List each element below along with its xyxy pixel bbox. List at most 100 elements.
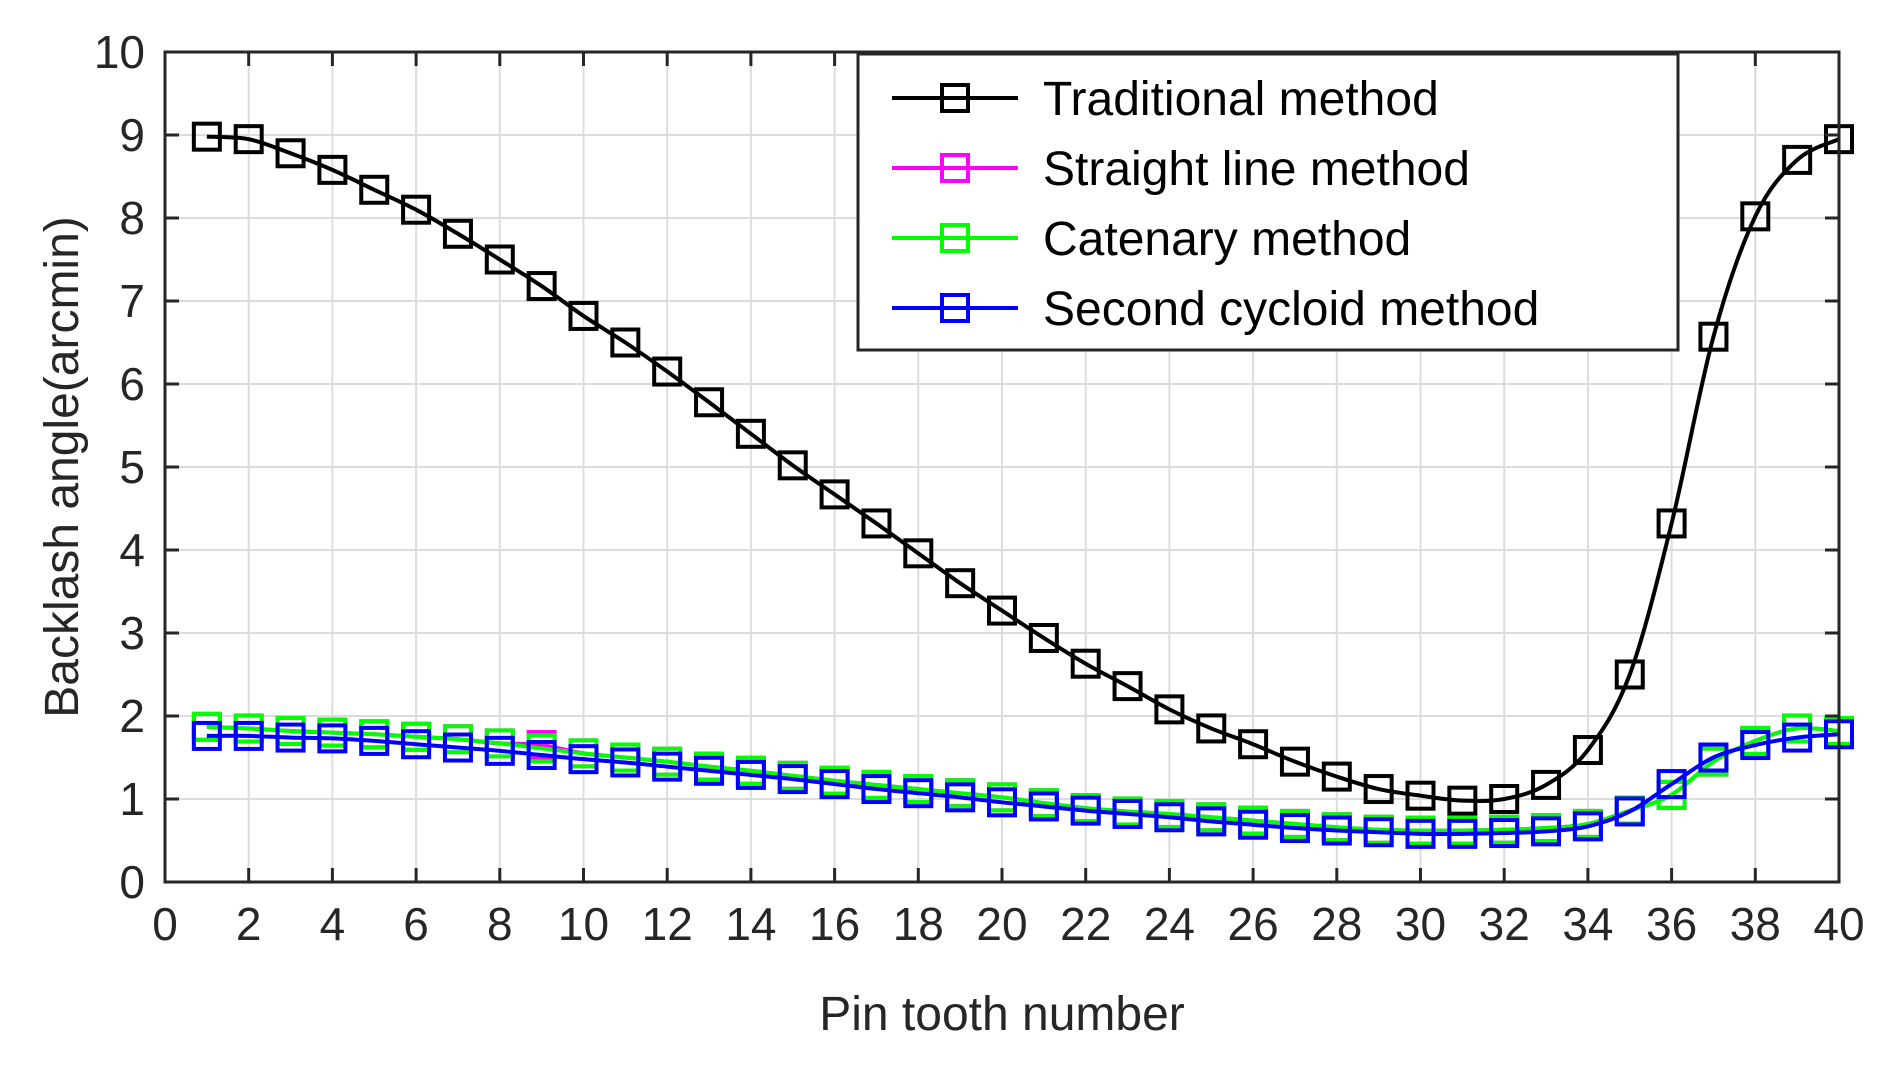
- data-point-marker: [191, 720, 222, 751]
- legend-marker-swatch: [940, 223, 970, 253]
- data-point-marker: [861, 508, 892, 539]
- data-point-marker: [694, 755, 725, 786]
- data-point-marker: [484, 735, 515, 766]
- legend-label: Catenary method: [1043, 213, 1411, 266]
- data-point-marker: [1238, 729, 1269, 760]
- data-point-marker: [275, 722, 306, 753]
- legend-label: Traditional method: [1043, 73, 1439, 126]
- legend-marker-swatch: [940, 83, 970, 113]
- y-tick-label: 0: [119, 856, 145, 908]
- data-point-marker: [1572, 735, 1603, 766]
- data-point-marker: [1363, 774, 1394, 805]
- x-tick-label: 6: [403, 898, 429, 950]
- data-point-marker: [1531, 769, 1562, 800]
- x-axis-title: Pin tooth number: [819, 988, 1185, 1041]
- data-point-marker: [1112, 671, 1143, 702]
- data-point-marker: [317, 154, 348, 185]
- data-point-marker: [191, 121, 222, 152]
- y-tick-label: 10: [94, 26, 145, 78]
- x-tick-label: 36: [1646, 898, 1697, 950]
- data-point-marker: [1279, 813, 1310, 844]
- x-tick-label: 18: [893, 898, 944, 950]
- data-point-marker: [1070, 795, 1101, 826]
- data-point-marker: [1363, 817, 1394, 848]
- data-point-marker: [777, 450, 808, 481]
- data-point-marker: [777, 764, 808, 795]
- data-point-marker: [1656, 769, 1687, 800]
- data-point-marker: [568, 744, 599, 775]
- data-point-marker: [1238, 809, 1269, 840]
- series-traditional-method: [191, 121, 1854, 816]
- data-point-marker: [987, 595, 1017, 626]
- data-point-marker: [1196, 806, 1227, 837]
- legend-label: Straight line method: [1043, 143, 1470, 196]
- x-tick-label: 14: [725, 898, 776, 950]
- x-tick-label: 22: [1060, 898, 1111, 950]
- y-tick-label: 3: [119, 607, 145, 659]
- data-point-marker: [1405, 818, 1436, 849]
- data-point-marker: [1740, 730, 1771, 761]
- series-layer: [191, 121, 1854, 849]
- data-point-marker: [275, 138, 306, 169]
- y-tick-label: 8: [119, 192, 145, 244]
- data-point-marker: [233, 124, 264, 155]
- data-point-marker: [442, 732, 473, 763]
- x-tick-label: 16: [809, 898, 860, 950]
- data-point-marker: [442, 218, 473, 249]
- data-point-marker: [945, 568, 976, 599]
- data-point-marker: [694, 387, 725, 418]
- data-point-marker: [401, 194, 432, 225]
- x-tick-label: 10: [558, 898, 609, 950]
- data-point-marker: [903, 778, 934, 809]
- data-point-marker: [1782, 722, 1813, 753]
- y-tick-label: 1: [119, 773, 145, 825]
- x-tick-label: 26: [1228, 898, 1279, 950]
- data-point-marker: [1698, 742, 1729, 773]
- data-point-marker: [1028, 622, 1059, 653]
- data-point-marker: [359, 174, 390, 205]
- data-point-marker: [526, 740, 557, 771]
- legend-label: Second cycloid method: [1043, 283, 1539, 336]
- legend-item: Catenary method: [892, 213, 1411, 266]
- data-point-marker: [1572, 811, 1603, 842]
- data-point-marker: [1447, 785, 1478, 816]
- data-point-marker: [819, 479, 850, 510]
- data-point-marker: [735, 759, 766, 790]
- data-point-marker: [526, 271, 557, 302]
- data-point-marker: [1321, 815, 1352, 846]
- x-tick-labels: 0 2 4 6 8 10 12 14 16 18 20 22 24 26 28 30 32 34 36 38 40: [152, 898, 1864, 950]
- data-point-marker: [610, 327, 641, 358]
- data-point-marker: [1196, 713, 1227, 744]
- data-point-marker: [610, 747, 641, 778]
- x-tick-label: 28: [1311, 898, 1362, 950]
- data-point-marker: [1154, 694, 1185, 725]
- data-point-marker: [401, 729, 432, 760]
- data-point-marker: [1740, 201, 1771, 232]
- x-tick-label: 24: [1144, 898, 1195, 950]
- data-point-marker: [652, 751, 683, 782]
- x-tick-label: 34: [1562, 898, 1613, 950]
- data-point-marker: [1279, 746, 1310, 777]
- data-point-marker: [1698, 321, 1729, 352]
- data-point-marker: [1112, 798, 1143, 829]
- x-tick-label: 12: [642, 898, 693, 950]
- series-line: [206, 724, 1840, 833]
- series-line: [206, 134, 1840, 804]
- x-tick-label: 20: [976, 898, 1027, 950]
- y-axis-title: Backlash angle(arcmin): [36, 216, 89, 718]
- y-tick-label: 9: [119, 109, 145, 161]
- data-point-marker: [484, 244, 515, 275]
- legend-box: [856, 52, 1680, 352]
- y-tick-label: 5: [119, 441, 145, 493]
- data-point-marker: [735, 418, 766, 449]
- x-tick-label: 4: [320, 898, 346, 950]
- data-point-marker: [1782, 144, 1813, 175]
- x-tick-label: 38: [1730, 898, 1781, 950]
- data-point-marker: [903, 538, 934, 569]
- series-second-cycloid-method: [191, 719, 1854, 849]
- data-point-marker: [1321, 761, 1352, 792]
- data-point-marker: [1070, 648, 1101, 679]
- legend-marker-swatch: [940, 293, 970, 323]
- data-point-marker: [945, 782, 976, 813]
- data-point-marker: [317, 723, 348, 754]
